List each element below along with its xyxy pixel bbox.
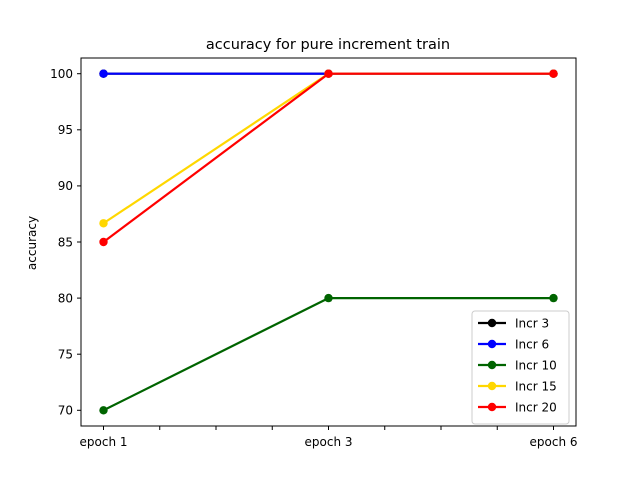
legend-label-incr-15: Incr 15: [515, 379, 557, 393]
data-point-incr-20: [324, 69, 333, 78]
data-point-incr-15: [99, 219, 108, 228]
y-tick-label: 80: [58, 291, 73, 305]
data-point-incr-10: [324, 293, 333, 303]
legend-label-incr-20: Incr 20: [515, 400, 557, 414]
legend-marker-incr-15: [487, 381, 497, 391]
legend-label-incr-10: Incr 10: [515, 358, 557, 372]
x-tick-label: epoch 1: [80, 435, 128, 449]
plot-area: 70 75 80 85 90 95 100 epoch 1 epoch 3 epoch 6: [50, 57, 578, 449]
y-tick-label: 100: [50, 67, 73, 81]
y-tick-label: 85: [58, 235, 73, 249]
legend-label-incr-6: Incr 6: [515, 337, 549, 351]
data-point-incr-10: [549, 293, 558, 303]
legend-marker-incr-3: [487, 318, 497, 328]
y-tick-label: 70: [58, 404, 73, 418]
x-tick-label: epoch 3: [305, 435, 353, 449]
y-tick-label: 75: [58, 347, 73, 361]
legend-marker-incr-10: [487, 360, 497, 370]
data-point-incr-20: [99, 237, 108, 247]
legend-marker-incr-20: [487, 402, 497, 412]
legend-marker-incr-6: [487, 339, 497, 349]
y-tick-label: 90: [58, 179, 73, 193]
data-point-incr-10: [99, 406, 108, 415]
chart-title: accuracy for pure increment train: [206, 37, 450, 53]
legend-box: [471, 310, 570, 425]
data-point-incr-6: [99, 69, 108, 78]
legend: Incr 3 Incr 6 Incr 10 Incr 15 Incr 20: [471, 310, 570, 425]
x-tick-label: epoch 6: [530, 435, 578, 449]
legend-label-incr-3: Incr 3: [515, 316, 549, 330]
y-tick-label: 95: [58, 123, 73, 137]
data-point-incr-20: [549, 69, 558, 78]
y-axis-label: accuracy: [25, 216, 39, 270]
